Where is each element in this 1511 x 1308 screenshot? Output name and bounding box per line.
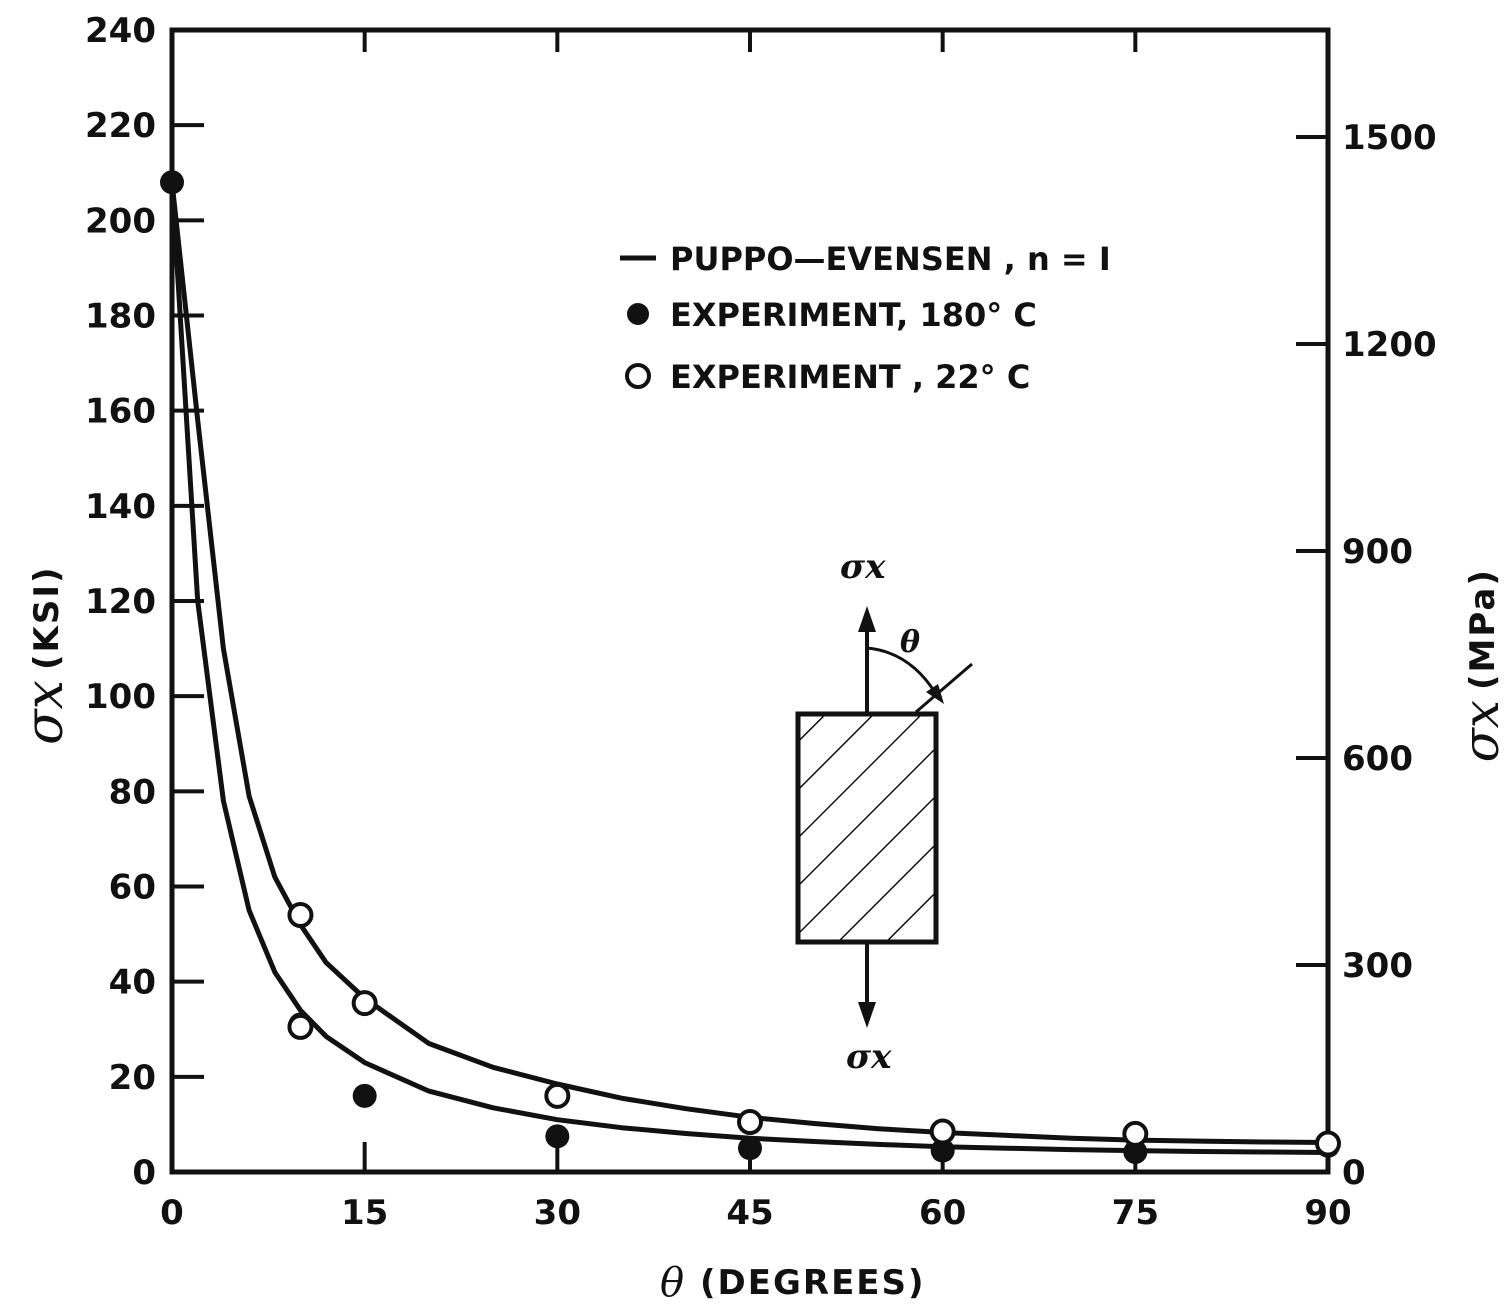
y-tick-label: 20	[109, 1058, 156, 1098]
y-tick-label: 220	[85, 106, 156, 146]
point-180c	[930, 1138, 955, 1163]
y-tick-label: 240	[85, 11, 156, 51]
y-tick-label: 80	[109, 772, 156, 812]
y2-axis-symbol: σx	[1452, 700, 1510, 762]
y-tick-label: 120	[85, 582, 156, 622]
y-tick-label: 160	[85, 392, 156, 432]
inset-theta: θ	[900, 625, 920, 660]
point-180c	[738, 1136, 762, 1161]
point-22c	[287, 1013, 314, 1040]
fit-curve-lower	[169, 182, 1329, 1155]
specimen-inset: σx θ σx	[795, 547, 973, 1077]
x-tick-label: 30	[534, 1193, 581, 1233]
plot-border	[169, 27, 1331, 1175]
y-tick-label: 100	[85, 677, 156, 717]
y2-axis-title: σx (MPa)	[1452, 568, 1510, 762]
tick-labels: 0 20 40 60 80 100 120 140 160 180 200 220 240 0 15 30 45…	[85, 11, 1437, 1233]
x-tick-label: 0	[160, 1193, 184, 1233]
fiber-direction-line	[915, 662, 973, 714]
y2-tick-label: 300	[1342, 946, 1413, 986]
legend: PUPPO—EVENSEN , n = I EXPERIMENT, 180° C…	[620, 240, 1111, 396]
legend-label-model: PUPPO—EVENSEN , n = I	[670, 240, 1111, 278]
x-axis-symbol: θ	[660, 1260, 684, 1306]
data-points	[160, 170, 1341, 1165]
specimen-rect	[795, 711, 939, 945]
x-tick-label: 60	[919, 1193, 966, 1233]
fit-curve-upper	[169, 182, 1329, 1145]
x-tick-label: 75	[1112, 1193, 1159, 1233]
y-tick-label: 40	[109, 963, 156, 1003]
legend-open-circle-marker	[625, 363, 651, 389]
fit-curves	[169, 182, 1329, 1155]
point-180c	[1123, 1140, 1148, 1165]
y-tick-label: 200	[85, 201, 156, 241]
point-22c	[287, 902, 314, 929]
x-tick-label: 45	[726, 1193, 773, 1233]
y2-tick-label: 1200	[1342, 325, 1437, 365]
y2-axis-label: (MPa)	[1463, 568, 1503, 690]
point-22c	[929, 1118, 956, 1145]
point-180c	[352, 1083, 377, 1108]
point-22c	[1315, 1130, 1341, 1157]
legend-filled-circle-marker	[627, 303, 649, 325]
angle-arc	[866, 646, 938, 695]
point-22c	[737, 1109, 763, 1136]
point-180c	[545, 1124, 570, 1149]
y-tick-label: 180	[85, 297, 156, 337]
axis-ticks	[170, 28, 1330, 1174]
y2-tick-label: 900	[1342, 532, 1413, 572]
x-axis-title: θ (DEGREES)	[660, 1260, 926, 1306]
y-tick-label: 60	[109, 868, 156, 908]
x-tick-label: 15	[341, 1193, 388, 1233]
inset-top-sigma: σx	[840, 547, 886, 587]
y-tick-label: 0	[132, 1153, 156, 1193]
point-22c	[351, 990, 378, 1017]
point-22c	[1122, 1120, 1149, 1147]
y-axis-title: σx (KSI)	[15, 565, 75, 744]
point-180c	[160, 170, 184, 195]
y2-tick-label: 0	[1342, 1153, 1366, 1193]
angle-arrowhead	[926, 684, 944, 704]
y2-tick-label: 1500	[1342, 118, 1437, 158]
bottom-arrowhead	[858, 1002, 876, 1028]
point-22c	[544, 1082, 571, 1109]
y-axis-symbol: σx	[15, 680, 75, 745]
top-arrowhead	[858, 606, 876, 632]
x-axis-label: (DEGREES)	[700, 1263, 926, 1303]
legend-label-22c: EXPERIMENT , 22° C	[670, 358, 1030, 396]
y2-tick-label: 600	[1342, 739, 1413, 779]
x-tick-label: 90	[1304, 1193, 1351, 1233]
plot-frame	[169, 27, 1331, 1175]
y-tick-label: 140	[85, 487, 156, 527]
inset-bottom-sigma: σx	[846, 1037, 892, 1077]
legend-label-180c: EXPERIMENT, 180° C	[670, 296, 1037, 334]
y-axis-label: (KSI)	[27, 565, 67, 670]
